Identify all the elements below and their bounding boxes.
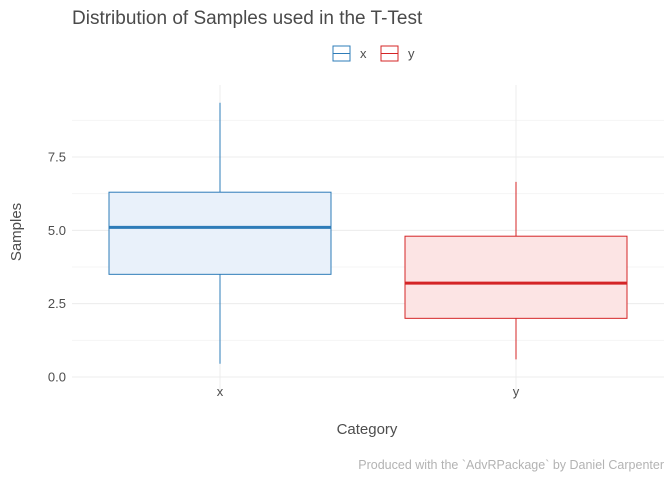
y-tick-label: 5.0 — [48, 223, 66, 238]
box-iqr — [404, 235, 628, 319]
legend-entry-x: x — [332, 45, 367, 62]
chart-caption: Produced with the `AdvRPackage` by Danie… — [358, 458, 664, 472]
legend-entry-y: y — [380, 45, 415, 62]
box-x — [108, 102, 332, 364]
box-y — [404, 181, 628, 360]
y-axis-ticks: 0.0 2.5 5.0 7.5 — [48, 150, 66, 385]
y-tick-label: 0.0 — [48, 370, 66, 385]
legend-label: y — [408, 46, 415, 61]
box-plot-series — [108, 102, 628, 364]
legend-label: x — [360, 46, 367, 61]
chart-title: Distribution of Samples used in the T-Te… — [72, 8, 423, 29]
x-axis-title: Category — [337, 421, 398, 438]
y-tick-label: 7.5 — [48, 150, 66, 165]
x-tick-label: y — [513, 384, 520, 399]
y-tick-label: 2.5 — [48, 296, 66, 311]
y-axis-title: Samples — [8, 203, 25, 261]
x-tick-label: x — [217, 384, 224, 399]
box-iqr — [108, 191, 332, 275]
